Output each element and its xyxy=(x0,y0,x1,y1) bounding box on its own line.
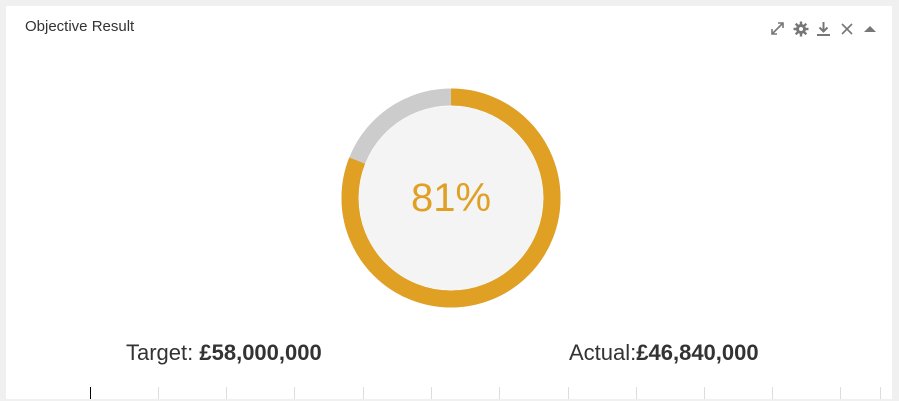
ruler-tick xyxy=(90,387,91,399)
target-value: £58,000,000 xyxy=(199,340,322,365)
download-icon[interactable] xyxy=(815,20,832,37)
bottom-ruler xyxy=(6,387,892,399)
ruler-tick xyxy=(636,387,637,399)
ruler-tick xyxy=(840,387,841,399)
target-text: Target: £58,000,000 xyxy=(126,340,322,366)
objective-result-widget: Objective Result xyxy=(6,6,892,399)
collapse-up-icon[interactable] xyxy=(861,20,878,37)
percent-label: 81% xyxy=(410,175,492,220)
gear-icon[interactable] xyxy=(792,20,809,37)
actual-text: Actual:£46,840,000 xyxy=(569,340,759,366)
actual-value: £46,840,000 xyxy=(636,340,759,365)
ruler-tick xyxy=(568,387,569,399)
donut-center xyxy=(359,106,543,290)
close-icon[interactable] xyxy=(838,20,855,37)
target-label: Target: xyxy=(126,340,200,365)
ruler-tick xyxy=(294,387,295,399)
ruler-tick xyxy=(880,387,881,399)
ruler-tick xyxy=(704,387,705,399)
ruler-tick xyxy=(499,387,500,399)
progress-donut-graphic xyxy=(341,88,561,308)
actual-label: Actual: xyxy=(569,340,637,365)
ruler-tick xyxy=(158,387,159,399)
widget-toolbar xyxy=(769,20,878,37)
ruler-tick xyxy=(772,387,773,399)
progress-donut: 81% xyxy=(340,87,562,309)
donut-progress-arc xyxy=(341,88,561,308)
ruler-tick xyxy=(431,387,432,399)
ruler-tick xyxy=(226,387,227,399)
expand-icon[interactable] xyxy=(769,20,786,37)
widget-title: Objective Result xyxy=(25,18,135,35)
ruler-tick xyxy=(363,387,364,399)
